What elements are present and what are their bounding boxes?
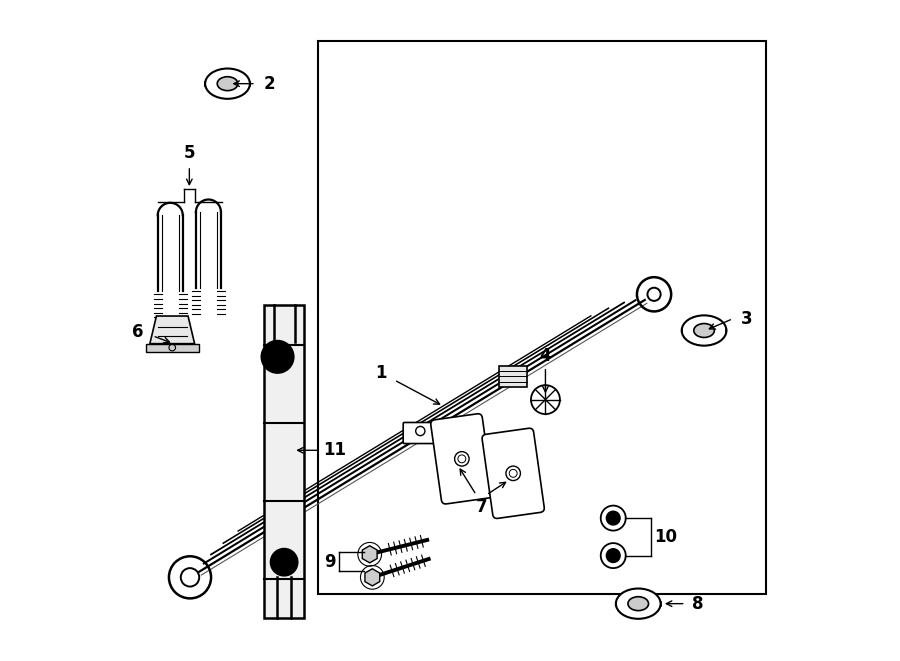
Polygon shape — [363, 546, 377, 563]
Text: 7: 7 — [476, 498, 488, 516]
FancyBboxPatch shape — [482, 428, 544, 518]
Bar — [500, 366, 526, 387]
Text: 10: 10 — [654, 528, 678, 546]
Ellipse shape — [616, 588, 661, 619]
Ellipse shape — [217, 77, 238, 91]
Circle shape — [271, 350, 284, 364]
Circle shape — [279, 557, 290, 567]
Text: 9: 9 — [324, 553, 336, 570]
Text: 11: 11 — [323, 442, 346, 459]
Circle shape — [607, 511, 620, 525]
Text: 6: 6 — [131, 323, 143, 341]
Polygon shape — [150, 316, 194, 344]
Ellipse shape — [681, 315, 726, 346]
Polygon shape — [364, 568, 380, 586]
Text: 2: 2 — [263, 75, 274, 93]
FancyBboxPatch shape — [403, 422, 437, 444]
Text: 1: 1 — [375, 364, 387, 382]
Circle shape — [607, 549, 620, 563]
Bar — [146, 344, 199, 352]
Ellipse shape — [694, 323, 715, 338]
Circle shape — [271, 549, 297, 575]
Text: 4: 4 — [540, 346, 552, 364]
FancyBboxPatch shape — [431, 414, 493, 504]
Text: 3: 3 — [741, 309, 752, 328]
Ellipse shape — [628, 597, 649, 611]
Bar — [319, 41, 766, 594]
Text: 5: 5 — [184, 144, 195, 162]
Ellipse shape — [205, 69, 250, 98]
Bar — [265, 305, 304, 618]
Text: 8: 8 — [692, 595, 703, 613]
Circle shape — [262, 341, 293, 373]
